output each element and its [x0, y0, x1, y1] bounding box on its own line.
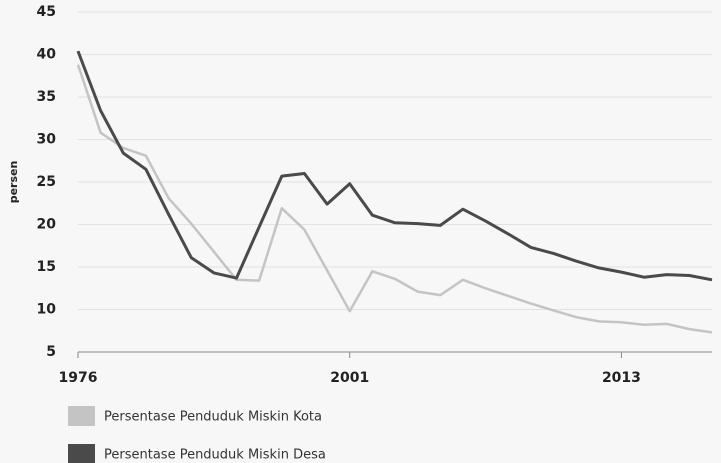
y-tick-label: 40 — [37, 47, 57, 63]
y-axis-label: persen — [7, 161, 20, 204]
y-tick-label: 15 — [37, 259, 56, 275]
x-tick-label: 2001 — [330, 370, 369, 386]
y-tick-label: 5 — [46, 344, 56, 360]
legend-label: Persentase Penduduk Miskin Desa — [104, 448, 326, 463]
legend-swatch — [68, 444, 95, 463]
series-line — [76, 64, 713, 334]
y-tick-label: 10 — [37, 302, 57, 318]
x-tick-label: 2013 — [602, 370, 641, 386]
x-tick-label: 1976 — [59, 370, 98, 386]
y-tick-label: 45 — [37, 4, 56, 20]
y-tick-label: 30 — [37, 132, 57, 148]
y-tick-label: 35 — [37, 89, 56, 105]
y-tick-label: 25 — [37, 174, 56, 190]
y-tick-label: 20 — [37, 217, 57, 233]
legend-swatch — [68, 406, 95, 426]
series-line — [76, 50, 713, 282]
legend-label: Persentase Penduduk Miskin Kota — [104, 410, 322, 425]
